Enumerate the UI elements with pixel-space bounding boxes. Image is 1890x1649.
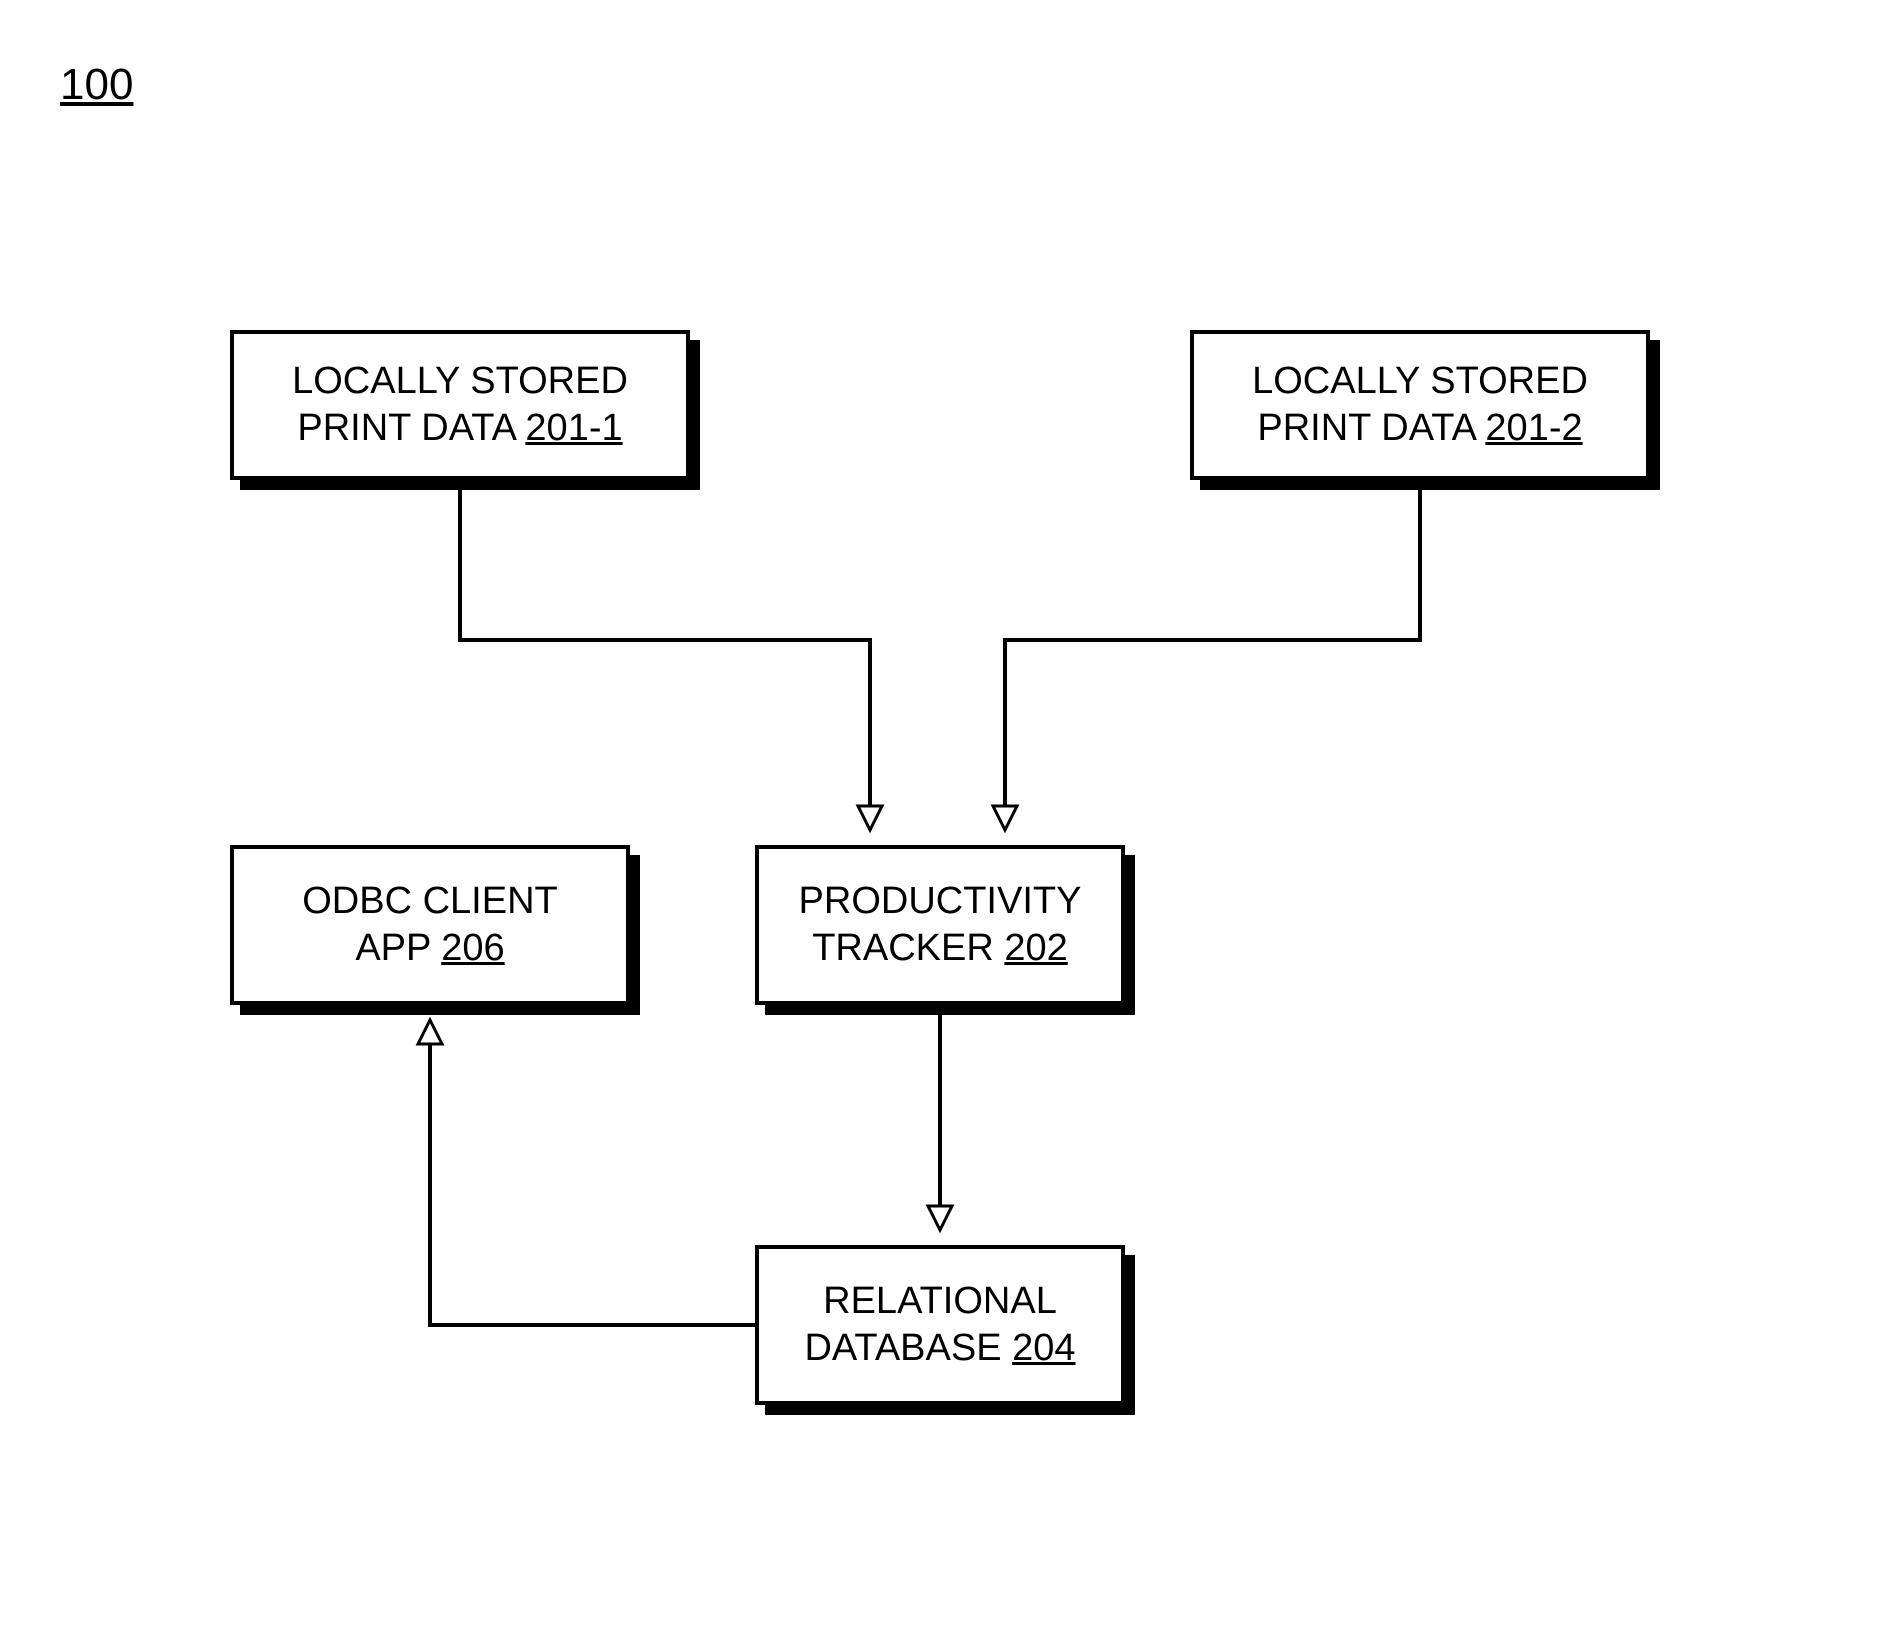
node-line1-db: RELATIONAL — [804, 1278, 1075, 1326]
edge-db-to-odbc — [430, 1020, 755, 1325]
node-line1-prod: PRODUCTIVITY — [799, 878, 1082, 926]
node-line2-text-data1: PRINT DATA — [297, 407, 514, 449]
node-line2-db: DATABASE 204 — [804, 1325, 1075, 1373]
figure-label: 100 — [60, 60, 133, 110]
edge-data2-to-prod — [1005, 490, 1420, 830]
node-db: RELATIONALDATABASE 204 — [755, 1245, 1125, 1405]
node-line1-odbc: ODBC CLIENT — [302, 878, 557, 926]
node-line1-data2: LOCALLY STORED — [1252, 358, 1588, 406]
node-line2-text-db: DATABASE — [804, 1327, 1001, 1369]
node-line2-data2: PRINT DATA 201-2 — [1252, 405, 1588, 453]
node-text-odbc: ODBC CLIENTAPP 206 — [292, 878, 567, 973]
node-ref-data2: 201-2 — [1485, 407, 1582, 449]
node-text-data2: LOCALLY STOREDPRINT DATA 201-2 — [1242, 358, 1598, 453]
arrowhead-data1-to-prod — [858, 806, 882, 830]
node-line2-text-odbc: APP — [355, 927, 430, 969]
node-odbc: ODBC CLIENTAPP 206 — [230, 845, 630, 1005]
arrowhead-data2-to-prod — [993, 806, 1017, 830]
node-text-data1: LOCALLY STOREDPRINT DATA 201-1 — [282, 358, 638, 453]
node-ref-data1: 201-1 — [525, 407, 622, 449]
arrowhead-db-to-odbc — [418, 1020, 442, 1044]
node-prod: PRODUCTIVITYTRACKER 202 — [755, 845, 1125, 1005]
node-line2-text-prod: TRACKER — [812, 927, 994, 969]
node-data1: LOCALLY STOREDPRINT DATA 201-1 — [230, 330, 690, 480]
node-ref-odbc: 206 — [441, 927, 504, 969]
node-line2-odbc: APP 206 — [302, 925, 557, 973]
node-ref-prod: 202 — [1004, 927, 1067, 969]
arrowhead-prod-to-db — [928, 1206, 952, 1230]
node-ref-db: 204 — [1012, 1327, 1075, 1369]
node-line2-prod: TRACKER 202 — [799, 925, 1082, 973]
node-line1-data1: LOCALLY STORED — [292, 358, 628, 406]
node-text-db: RELATIONALDATABASE 204 — [794, 1278, 1085, 1373]
node-line2-data1: PRINT DATA 201-1 — [292, 405, 628, 453]
node-text-prod: PRODUCTIVITYTRACKER 202 — [789, 878, 1092, 973]
node-data2: LOCALLY STOREDPRINT DATA 201-2 — [1190, 330, 1650, 480]
edge-data1-to-prod — [460, 490, 870, 830]
node-line2-text-data2: PRINT DATA — [1257, 407, 1474, 449]
